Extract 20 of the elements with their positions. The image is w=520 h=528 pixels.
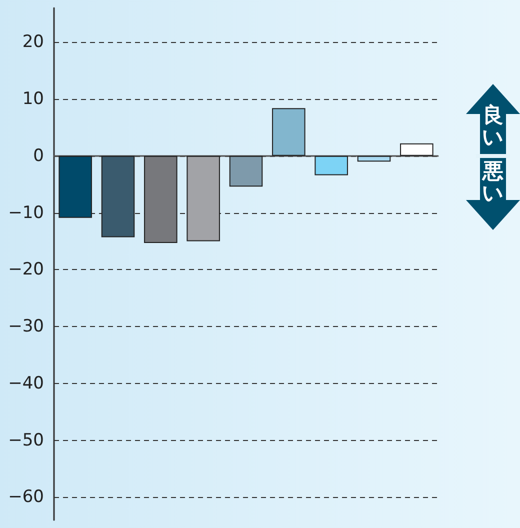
text: 悪い [481, 159, 505, 205]
y-tick-label: −20 [8, 260, 44, 280]
bar [314, 156, 348, 176]
y-tick-label: 20 [22, 32, 44, 52]
bar [229, 156, 263, 187]
y-tick-label: −30 [8, 316, 44, 337]
bar [272, 108, 306, 156]
bar [58, 156, 92, 218]
bar [186, 156, 220, 242]
bar [357, 156, 391, 162]
text: 良い [481, 103, 505, 149]
bar [400, 143, 434, 156]
y-tick-label: −50 [8, 430, 44, 450]
y-tick-label: 10 [22, 89, 44, 110]
y-tick-label: −40 [8, 373, 44, 394]
y-tick-label: −10 [8, 202, 44, 223]
y-tick-label: −60 [8, 487, 44, 508]
bar [144, 156, 178, 243]
bar [101, 156, 135, 238]
y-tick-label: 0 [33, 146, 44, 166]
